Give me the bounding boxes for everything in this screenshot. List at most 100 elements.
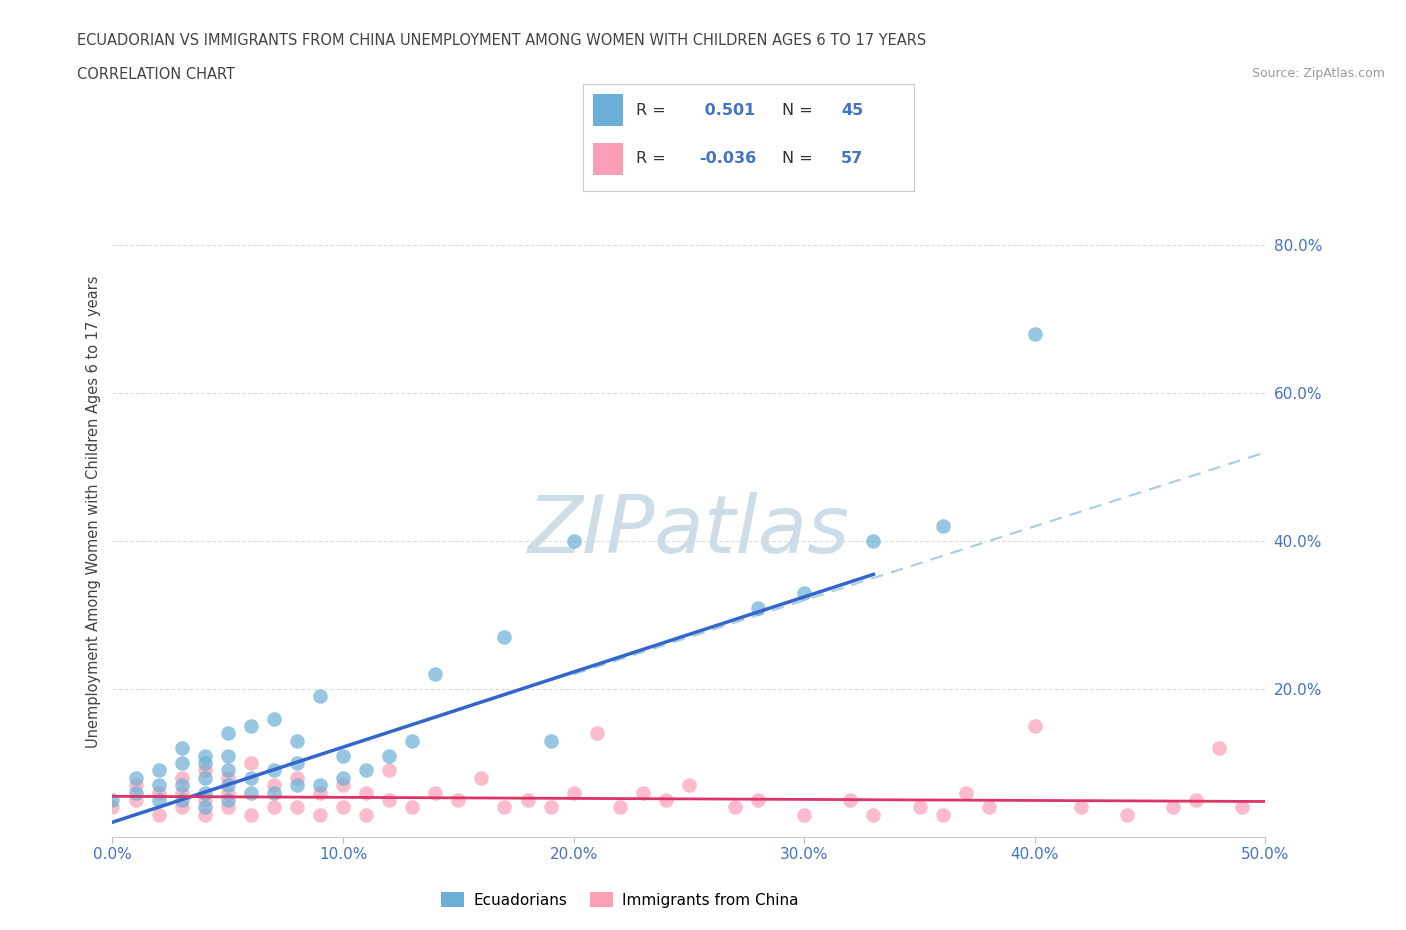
Point: [263, 785, 285, 800]
Point: [425, 667, 447, 682]
Text: CORRELATION CHART: CORRELATION CHART: [77, 67, 235, 82]
Point: [285, 777, 308, 792]
Point: [401, 734, 423, 749]
Point: [194, 807, 217, 822]
Point: [309, 689, 332, 704]
Point: [354, 785, 377, 800]
Point: [977, 800, 1000, 815]
Point: [194, 755, 217, 770]
Point: [931, 807, 953, 822]
Point: [217, 748, 239, 763]
Point: [378, 763, 401, 777]
Point: [170, 800, 193, 815]
Point: [170, 777, 193, 792]
Point: [793, 586, 815, 601]
Point: [217, 785, 239, 800]
Point: [239, 785, 262, 800]
Point: [239, 755, 262, 770]
Point: [148, 777, 170, 792]
Point: [148, 785, 170, 800]
Point: [124, 792, 146, 807]
Point: [101, 800, 124, 815]
Point: [217, 763, 239, 777]
FancyBboxPatch shape: [593, 142, 623, 175]
Point: [332, 777, 354, 792]
Point: [194, 785, 217, 800]
Point: [217, 800, 239, 815]
Text: N =: N =: [782, 151, 813, 166]
Point: [631, 785, 654, 800]
Point: [931, 519, 953, 534]
Point: [354, 807, 377, 822]
Text: Source: ZipAtlas.com: Source: ZipAtlas.com: [1251, 67, 1385, 80]
Text: 45: 45: [841, 103, 863, 118]
Point: [1024, 719, 1046, 734]
Point: [239, 719, 262, 734]
Point: [194, 800, 217, 815]
Text: 0.501: 0.501: [699, 103, 755, 118]
Point: [678, 777, 700, 792]
Point: [194, 748, 217, 763]
Point: [309, 785, 332, 800]
Text: ECUADORIAN VS IMMIGRANTS FROM CHINA UNEMPLOYMENT AMONG WOMEN WITH CHILDREN AGES : ECUADORIAN VS IMMIGRANTS FROM CHINA UNEM…: [77, 33, 927, 47]
Point: [747, 792, 769, 807]
Point: [609, 800, 631, 815]
Point: [239, 807, 262, 822]
Text: R =: R =: [637, 151, 666, 166]
Point: [124, 777, 146, 792]
Point: [285, 755, 308, 770]
Point: [839, 792, 862, 807]
Point: [401, 800, 423, 815]
Point: [170, 755, 193, 770]
Point: [263, 777, 285, 792]
Point: [793, 807, 815, 822]
Point: [194, 792, 217, 807]
Point: [1116, 807, 1139, 822]
Point: [747, 600, 769, 615]
Point: [285, 734, 308, 749]
Point: [516, 792, 538, 807]
Legend: Ecuadorians, Immigrants from China: Ecuadorians, Immigrants from China: [434, 886, 804, 914]
Point: [724, 800, 747, 815]
Point: [1070, 800, 1092, 815]
Text: N =: N =: [782, 103, 813, 118]
Point: [285, 800, 308, 815]
Point: [1208, 741, 1230, 756]
Point: [1185, 792, 1208, 807]
Text: -0.036: -0.036: [699, 151, 756, 166]
Point: [263, 763, 285, 777]
Text: 57: 57: [841, 151, 863, 166]
Point: [562, 534, 585, 549]
Point: [170, 741, 193, 756]
Point: [170, 770, 193, 785]
Point: [148, 763, 170, 777]
Point: [217, 777, 239, 792]
Point: [378, 748, 401, 763]
Point: [263, 800, 285, 815]
Point: [1232, 800, 1254, 815]
Text: R =: R =: [637, 103, 666, 118]
Point: [378, 792, 401, 807]
Point: [332, 748, 354, 763]
Point: [194, 763, 217, 777]
Point: [309, 807, 332, 822]
Point: [470, 770, 492, 785]
Point: [194, 770, 217, 785]
Point: [354, 763, 377, 777]
Point: [309, 777, 332, 792]
Point: [148, 807, 170, 822]
Point: [1024, 326, 1046, 341]
Point: [540, 734, 562, 749]
Point: [447, 792, 470, 807]
Point: [655, 792, 678, 807]
Point: [124, 785, 146, 800]
Point: [263, 711, 285, 726]
Point: [332, 800, 354, 815]
Point: [285, 770, 308, 785]
Point: [862, 807, 884, 822]
Text: ZIPatlas: ZIPatlas: [527, 492, 851, 570]
Point: [1161, 800, 1184, 815]
Point: [170, 785, 193, 800]
Point: [101, 792, 124, 807]
Point: [562, 785, 585, 800]
